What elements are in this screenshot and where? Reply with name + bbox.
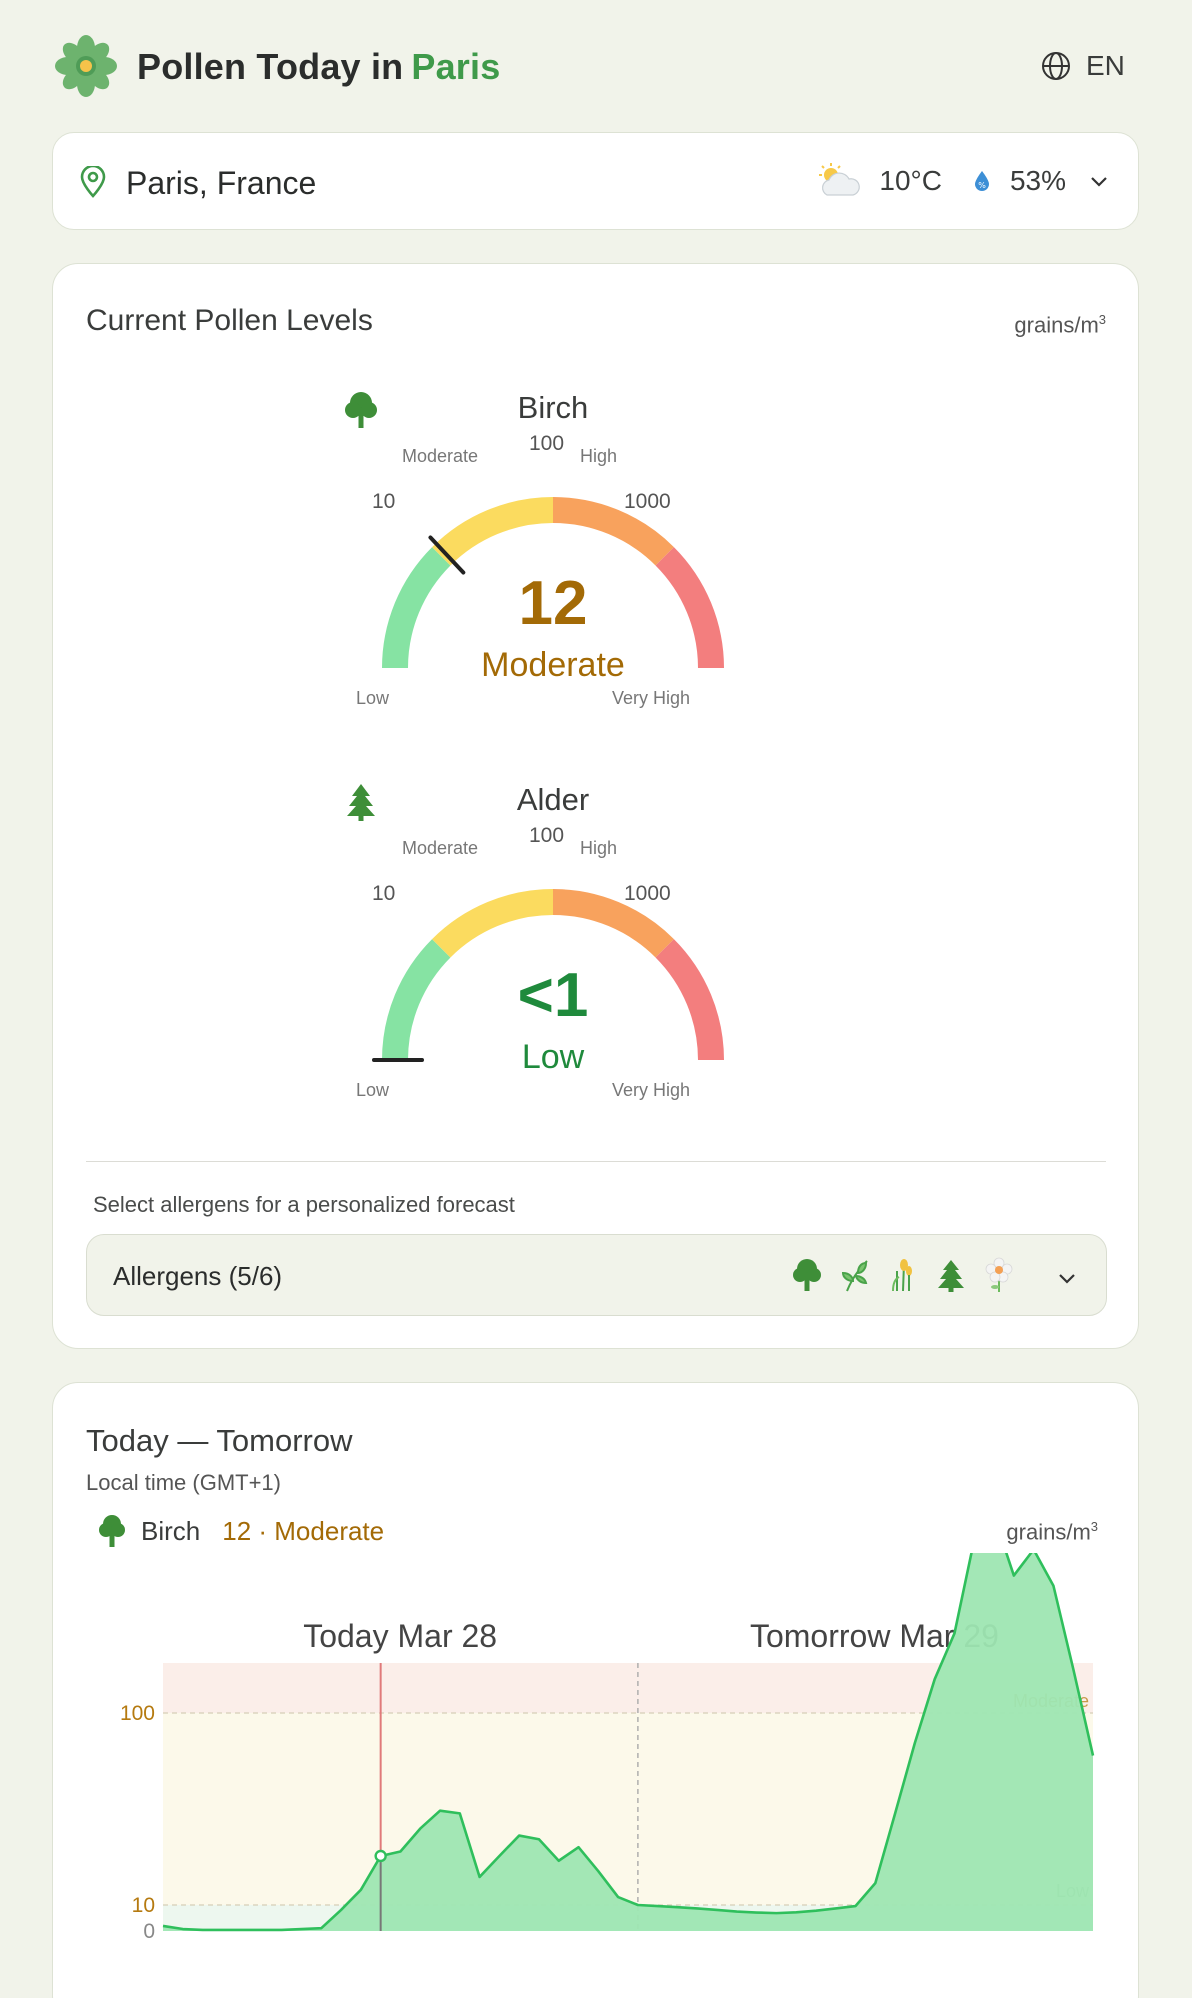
- svg-text:%: %: [978, 181, 986, 190]
- gauge-header: Birch: [343, 390, 763, 428]
- temperature: 10°C: [879, 165, 942, 196]
- conifer-tree-icon: [347, 784, 375, 821]
- header: Pollen Today in Paris EN: [0, 0, 1192, 130]
- gauge-level: Low: [521, 1038, 585, 1076]
- gauge-arc-very-high: [655, 939, 724, 1061]
- tick-10: 10: [372, 490, 396, 513]
- label-very-high: Very High: [612, 688, 691, 708]
- language-label: EN: [1086, 50, 1125, 81]
- gauge-needle: [428, 535, 466, 575]
- tick-1000: 1000: [624, 490, 671, 513]
- unit-text: grains/m: [1006, 1519, 1091, 1545]
- gauge-value: <1: [517, 961, 589, 1030]
- allergen-select-label: Select allergens for a personalized fore…: [93, 1192, 515, 1217]
- gauge-level: Moderate: [481, 646, 625, 684]
- globe-icon: [1042, 52, 1070, 80]
- gauge-arc-low: [382, 939, 451, 1061]
- gauge-birch: Birch 10 100 1000 Moderate High Low Very…: [343, 390, 763, 730]
- page-title: Pollen Today in Paris: [137, 46, 500, 88]
- gauge-arc-low: [382, 547, 451, 669]
- allergen-select-value: Allergens (5/6): [113, 1261, 283, 1291]
- title-text: Pollen Today in: [137, 46, 404, 87]
- gauge-header: Alder: [343, 782, 763, 821]
- label-high: High: [580, 446, 618, 466]
- forecast-title: Today — Tomorrow: [86, 1423, 353, 1458]
- gauge-allergen-name: Alder: [516, 782, 590, 817]
- label-low: Low: [356, 688, 390, 708]
- forecast-card: Today — Tomorrow Local time (GMT+1) Birc…: [52, 1382, 1139, 1998]
- unit-label: grains/m3: [1014, 312, 1106, 338]
- daisy-icon: [985, 1257, 1013, 1292]
- series-area: [163, 1553, 1093, 1931]
- gauge-value: 12: [518, 569, 588, 638]
- tick-100: 100: [529, 432, 565, 455]
- tick-100: 100: [529, 824, 565, 847]
- current-levels-title: Current Pollen Levels: [86, 304, 373, 337]
- gauge-arc-high: [552, 889, 674, 958]
- gauge-arc-moderate: [432, 497, 554, 566]
- partly-cloudy-icon: [819, 163, 861, 196]
- gauge-dial: [382, 497, 724, 669]
- unit-sup: 3: [1090, 1519, 1098, 1534]
- y-tick-label: 10: [132, 1894, 155, 1917]
- y-tick-label: 100: [120, 1702, 155, 1725]
- unit-sup: 3: [1098, 312, 1106, 327]
- chevron-down-icon[interactable]: [1088, 170, 1110, 192]
- unit-text: grains/m: [1014, 312, 1099, 338]
- forecast-subtitle: Local time (GMT+1): [86, 1470, 281, 1495]
- water-drop-icon: %: [974, 171, 989, 191]
- current-pollen-card: Current Pollen Levels grains/m3 Birch 10…: [52, 263, 1139, 1349]
- tick-10: 10: [372, 882, 396, 905]
- chevron-down-icon: [1059, 1274, 1075, 1284]
- allergen-select[interactable]: Allergens (5/6): [86, 1234, 1107, 1316]
- label-very-high: Very High: [612, 1080, 691, 1100]
- title-city: Paris: [411, 46, 501, 87]
- deciduous-tree-icon: [99, 1515, 125, 1547]
- location-card[interactable]: Paris, France 10°C % 53%: [52, 132, 1139, 230]
- label-moderate: Moderate: [402, 838, 479, 858]
- forecast-allergen: Birch 12 · Moderate: [97, 1513, 384, 1549]
- deciduous-tree-icon: [793, 1259, 821, 1291]
- grass-icon: [892, 1259, 912, 1292]
- unit-label: grains/m3: [1006, 1519, 1098, 1545]
- map-pin-icon: [80, 166, 106, 198]
- gauge-allergen-name: Birch: [517, 390, 589, 425]
- gauge-arc-high: [552, 497, 674, 566]
- weather-summary: 10°C % 53%: [815, 161, 1110, 201]
- flower-icon: [55, 35, 117, 97]
- series-line: [162, 1553, 1095, 1932]
- deciduous-tree-icon: [345, 392, 377, 428]
- plant-icon: [841, 1260, 868, 1292]
- forecast-allergen-name: Birch: [141, 1515, 201, 1546]
- forecast-allergen-level: 12 · Moderate: [222, 1515, 385, 1546]
- gauge-arc-very-high: [655, 547, 724, 669]
- divider: [86, 1161, 1106, 1162]
- day-label: Today Mar 28: [303, 1618, 497, 1654]
- language-selector[interactable]: EN: [1040, 50, 1125, 82]
- allergen-icons: [791, 1257, 1015, 1293]
- location-name: Paris, France: [126, 165, 317, 201]
- y-tick-label: 0: [143, 1920, 155, 1943]
- current-value-point: [374, 1849, 387, 1863]
- conifer-tree-icon: [938, 1260, 964, 1292]
- label-moderate: Moderate: [402, 446, 479, 466]
- tick-1000: 1000: [624, 882, 671, 905]
- humidity: 53%: [1009, 165, 1066, 196]
- label-low: Low: [356, 1080, 390, 1100]
- label-high: High: [580, 838, 618, 858]
- gauge-dial: [372, 889, 724, 1062]
- gauge-alder: Alder 10 100 1000 Moderate High Low Very…: [343, 782, 763, 1122]
- gauge-arc-moderate: [432, 889, 554, 958]
